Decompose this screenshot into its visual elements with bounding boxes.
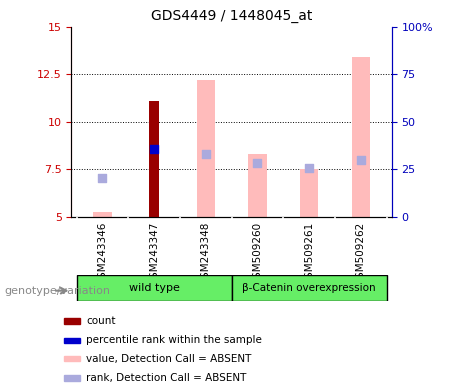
Text: GSM509261: GSM509261 [304, 222, 314, 285]
FancyBboxPatch shape [77, 275, 231, 301]
Bar [64, 375, 80, 381]
Bar [64, 338, 80, 343]
Title: GDS4449 / 1448045_at: GDS4449 / 1448045_at [151, 9, 313, 23]
Bar [248, 154, 266, 217]
Text: rank, Detection Call = ABSENT: rank, Detection Call = ABSENT [86, 373, 246, 383]
Point [99, 175, 106, 181]
Text: percentile rank within the sample: percentile rank within the sample [86, 335, 262, 345]
Text: GSM509262: GSM509262 [356, 222, 366, 285]
Text: genotype/variation: genotype/variation [5, 286, 111, 296]
Point [150, 146, 158, 152]
Bar [64, 356, 80, 361]
Bar [149, 101, 159, 217]
Bar [64, 318, 80, 324]
Text: count: count [86, 316, 116, 326]
Point [306, 164, 313, 170]
Bar [352, 57, 370, 217]
Text: GSM509260: GSM509260 [253, 222, 262, 285]
Point [254, 160, 261, 166]
FancyBboxPatch shape [231, 275, 387, 301]
Text: GSM243347: GSM243347 [149, 222, 159, 285]
Text: GSM243348: GSM243348 [201, 222, 211, 285]
Text: value, Detection Call = ABSENT: value, Detection Call = ABSENT [86, 354, 251, 364]
Bar [300, 169, 318, 217]
Bar [94, 212, 112, 217]
Point [357, 157, 365, 163]
Bar [197, 80, 215, 217]
Text: β-Catenin overexpression: β-Catenin overexpression [242, 283, 376, 293]
Text: GSM243346: GSM243346 [97, 222, 107, 285]
Point [202, 151, 209, 157]
Text: wild type: wild type [129, 283, 180, 293]
